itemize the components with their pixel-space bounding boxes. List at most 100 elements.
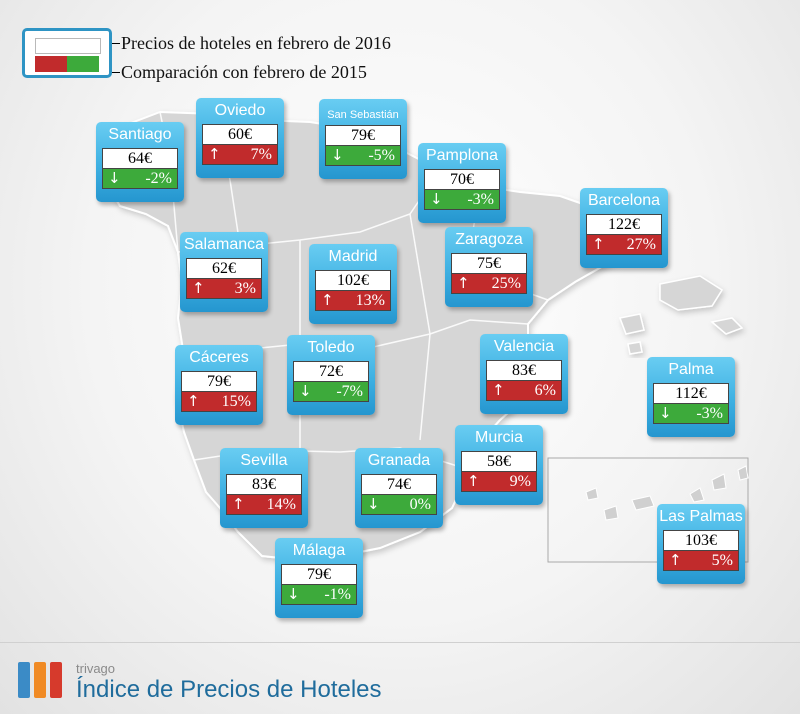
city-card-palma: Palma 112€ ↓ -3%	[647, 357, 735, 437]
city-change: ↑ 6%	[486, 380, 562, 401]
up-arrow-icon: ↑	[208, 145, 221, 163]
city-change-value: -7%	[336, 383, 363, 400]
city-name: Cáceres	[189, 349, 249, 366]
city-price: 103€	[663, 530, 739, 550]
footer-divider	[0, 642, 800, 643]
logo-bar-blue	[18, 662, 30, 698]
legend-compare-label: Comparación con febrero de 2015	[121, 62, 367, 82]
city-card-toledo: Toledo 72€ ↓ -7%	[287, 335, 375, 415]
city-card-sevilla: Sevilla 83€ ↑ 14%	[220, 448, 308, 528]
city-price: 122€	[586, 214, 662, 234]
balearic-islands	[618, 275, 744, 355]
city-change: ↓ -7%	[293, 381, 369, 402]
city-price: 70€	[424, 169, 500, 189]
city-change-value: 3%	[234, 280, 256, 297]
city-name: Valencia	[493, 338, 555, 355]
city-price: 79€	[181, 371, 257, 391]
city-card-valencia: Valencia 83€ ↑ 6%	[480, 334, 568, 414]
city-change-value: -5%	[368, 147, 395, 164]
up-arrow-icon: ↑	[192, 279, 205, 297]
city-change: ↑ 15%	[181, 391, 257, 412]
city-price: 79€	[325, 125, 401, 145]
city-change: ↑ 13%	[315, 290, 391, 311]
city-name: Palma	[668, 361, 714, 378]
trivago-logo	[18, 662, 66, 698]
city-change: ↑ 27%	[586, 234, 662, 255]
city-change-value: -1%	[324, 586, 351, 603]
up-arrow-icon: ↑	[457, 274, 470, 292]
up-arrow-icon: ↑	[592, 235, 605, 253]
up-arrow-icon: ↑	[321, 291, 334, 309]
city-name: Málaga	[292, 542, 346, 559]
city-change: ↓ -1%	[281, 584, 357, 605]
city-card-pamplona: Pamplona 70€ ↓ -3%	[418, 143, 506, 223]
legend-increase-swatch	[35, 56, 67, 72]
down-arrow-icon: ↓	[367, 495, 380, 513]
legend-price-swatch	[35, 38, 101, 54]
legend-price-label: Precios de hoteles en febrero de 2016	[121, 33, 391, 53]
city-price: 64€	[102, 148, 178, 168]
city-price: 102€	[315, 270, 391, 290]
down-arrow-icon: ↓	[659, 404, 672, 422]
legend-decrease-swatch	[67, 56, 99, 72]
city-change: ↑ 5%	[663, 550, 739, 571]
city-change-value: 14%	[266, 496, 296, 513]
city-price: 60€	[202, 124, 278, 144]
city-name: Oviedo	[214, 102, 266, 119]
city-card-las-palmas: Las Palmas 103€ ↑ 5%	[657, 504, 745, 584]
city-name: Pamplona	[425, 147, 499, 164]
city-change-value: 5%	[711, 552, 733, 569]
up-arrow-icon: ↑	[492, 381, 505, 399]
city-change: ↑ 25%	[451, 273, 527, 294]
city-price: 112€	[653, 383, 729, 403]
city-name: Madrid	[328, 248, 378, 265]
city-card-salamanca: Salamanca 62€ ↑ 3%	[180, 232, 268, 312]
city-card-barcelona: Barcelona 122€ ↑ 27%	[580, 188, 668, 268]
city-card-caceres: Cáceres 79€ ↑ 15%	[175, 345, 263, 425]
city-price: 75€	[451, 253, 527, 273]
up-arrow-icon: ↑	[187, 392, 200, 410]
city-name: Toledo	[307, 339, 355, 356]
city-change: ↑ 14%	[226, 494, 302, 515]
city-card-zaragoza: Zaragoza 75€ ↑ 25%	[445, 227, 533, 307]
city-price: 79€	[281, 564, 357, 584]
up-arrow-icon: ↑	[669, 551, 682, 569]
down-arrow-icon: ↓	[430, 190, 443, 208]
city-change: ↑ 9%	[461, 471, 537, 492]
city-change-value: 7%	[250, 146, 272, 163]
city-change: ↑ 3%	[186, 278, 262, 299]
city-price: 83€	[226, 474, 302, 494]
city-change-value: 9%	[509, 473, 531, 490]
city-card-granada: Granada 74€ ↓ 0%	[355, 448, 443, 528]
city-change-value: -3%	[467, 191, 494, 208]
city-name: Barcelona	[587, 192, 661, 209]
city-name: Sevilla	[240, 452, 288, 469]
city-name: San Sebastián	[327, 109, 399, 121]
city-price: 72€	[293, 361, 369, 381]
city-change-value: 6%	[534, 382, 556, 399]
legend-leader-line	[112, 43, 120, 44]
city-name: Las Palmas	[659, 508, 743, 525]
city-name: Murcia	[474, 429, 523, 446]
legend-leader-line	[112, 72, 120, 73]
city-name: Santiago	[108, 126, 172, 143]
city-change-value: 27%	[626, 236, 656, 253]
city-price: 83€	[486, 360, 562, 380]
city-change: ↓ -3%	[653, 403, 729, 424]
logo-bar-red	[50, 662, 62, 698]
city-change: ↓ 0%	[361, 494, 437, 515]
city-change-value: 15%	[221, 393, 251, 410]
city-card-oviedo: Oviedo 60€ ↑ 7%	[196, 98, 284, 178]
city-card-madrid: Madrid 102€ ↑ 13%	[309, 244, 397, 324]
city-price: 58€	[461, 451, 537, 471]
city-name: Salamanca	[183, 236, 265, 253]
city-card-malaga: Málaga 79€ ↓ -1%	[275, 538, 363, 618]
down-arrow-icon: ↓	[287, 585, 300, 603]
city-change: ↓ -2%	[102, 168, 178, 189]
city-change-value: 0%	[409, 496, 431, 513]
down-arrow-icon: ↓	[331, 146, 344, 164]
city-name: Granada	[367, 452, 431, 469]
logo-bar-orange	[34, 662, 46, 698]
city-card-murcia: Murcia 58€ ↑ 9%	[455, 425, 543, 505]
legend-box	[22, 28, 112, 78]
